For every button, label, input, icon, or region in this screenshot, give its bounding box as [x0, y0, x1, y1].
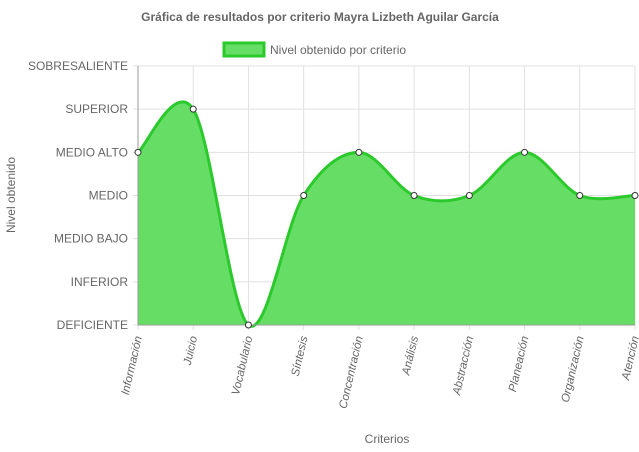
data-point[interactable] [631, 192, 639, 199]
x-tick-label: Análisis [400, 335, 421, 378]
x-tick-label: Vocabulario [230, 334, 255, 396]
y-tick-label: MEDIO BAJO [54, 232, 128, 246]
y-axis-title: Nivel obtenido [4, 157, 18, 233]
series-line [136, 100, 636, 328]
axes [137, 66, 635, 326]
x-tick-label: Abstracción [451, 335, 476, 397]
data-point[interactable] [189, 105, 197, 113]
y-tick-label: SUPERIOR [65, 102, 128, 116]
legend-swatch [222, 41, 266, 58]
data-point[interactable] [300, 192, 308, 199]
data-point[interactable] [521, 148, 529, 156]
x-tick-label: Planeación [507, 335, 531, 393]
legend-label: Nivel obtenido por criterio [270, 43, 406, 57]
data-point[interactable] [576, 192, 584, 199]
x-tick-labels: Información Juicio Vocabulario Síntesis Conc… [120, 334, 639, 410]
area-series [136, 100, 636, 328]
data-point[interactable] [410, 192, 418, 199]
data-point[interactable] [355, 148, 363, 156]
legend[interactable]: Nivel obtenido por criterio [222, 41, 406, 58]
data-point[interactable] [244, 321, 252, 329]
y-tick-label: MEDIO [89, 189, 128, 203]
x-tick-label: Juicio [182, 334, 201, 367]
x-tick-label: Síntesis [290, 335, 311, 378]
y-tick-labels: DEFICIENTE INFERIOR MEDIO BAJO MEDIO MEDIO A… [28, 59, 128, 332]
x-tick-label: Atención [620, 335, 639, 382]
chart-title: Gráfica de resultados por criterio Mayra… [141, 10, 499, 24]
x-axis-title: Criterios [365, 432, 410, 446]
area-fill [138, 101, 635, 327]
y-tick-label: MEDIO ALTO [56, 145, 128, 159]
data-points [134, 105, 639, 329]
y-tick-label: INFERIOR [71, 275, 129, 289]
data-point[interactable] [134, 148, 142, 156]
x-tick-label: Concentración [337, 335, 365, 410]
y-tick-label: SOBRESALIENTE [28, 59, 128, 73]
x-tick-label: Organización [560, 335, 587, 404]
y-tick-label: DEFICIENTE [57, 318, 128, 332]
x-tick-label: Información [120, 335, 145, 396]
data-point[interactable] [465, 192, 473, 199]
